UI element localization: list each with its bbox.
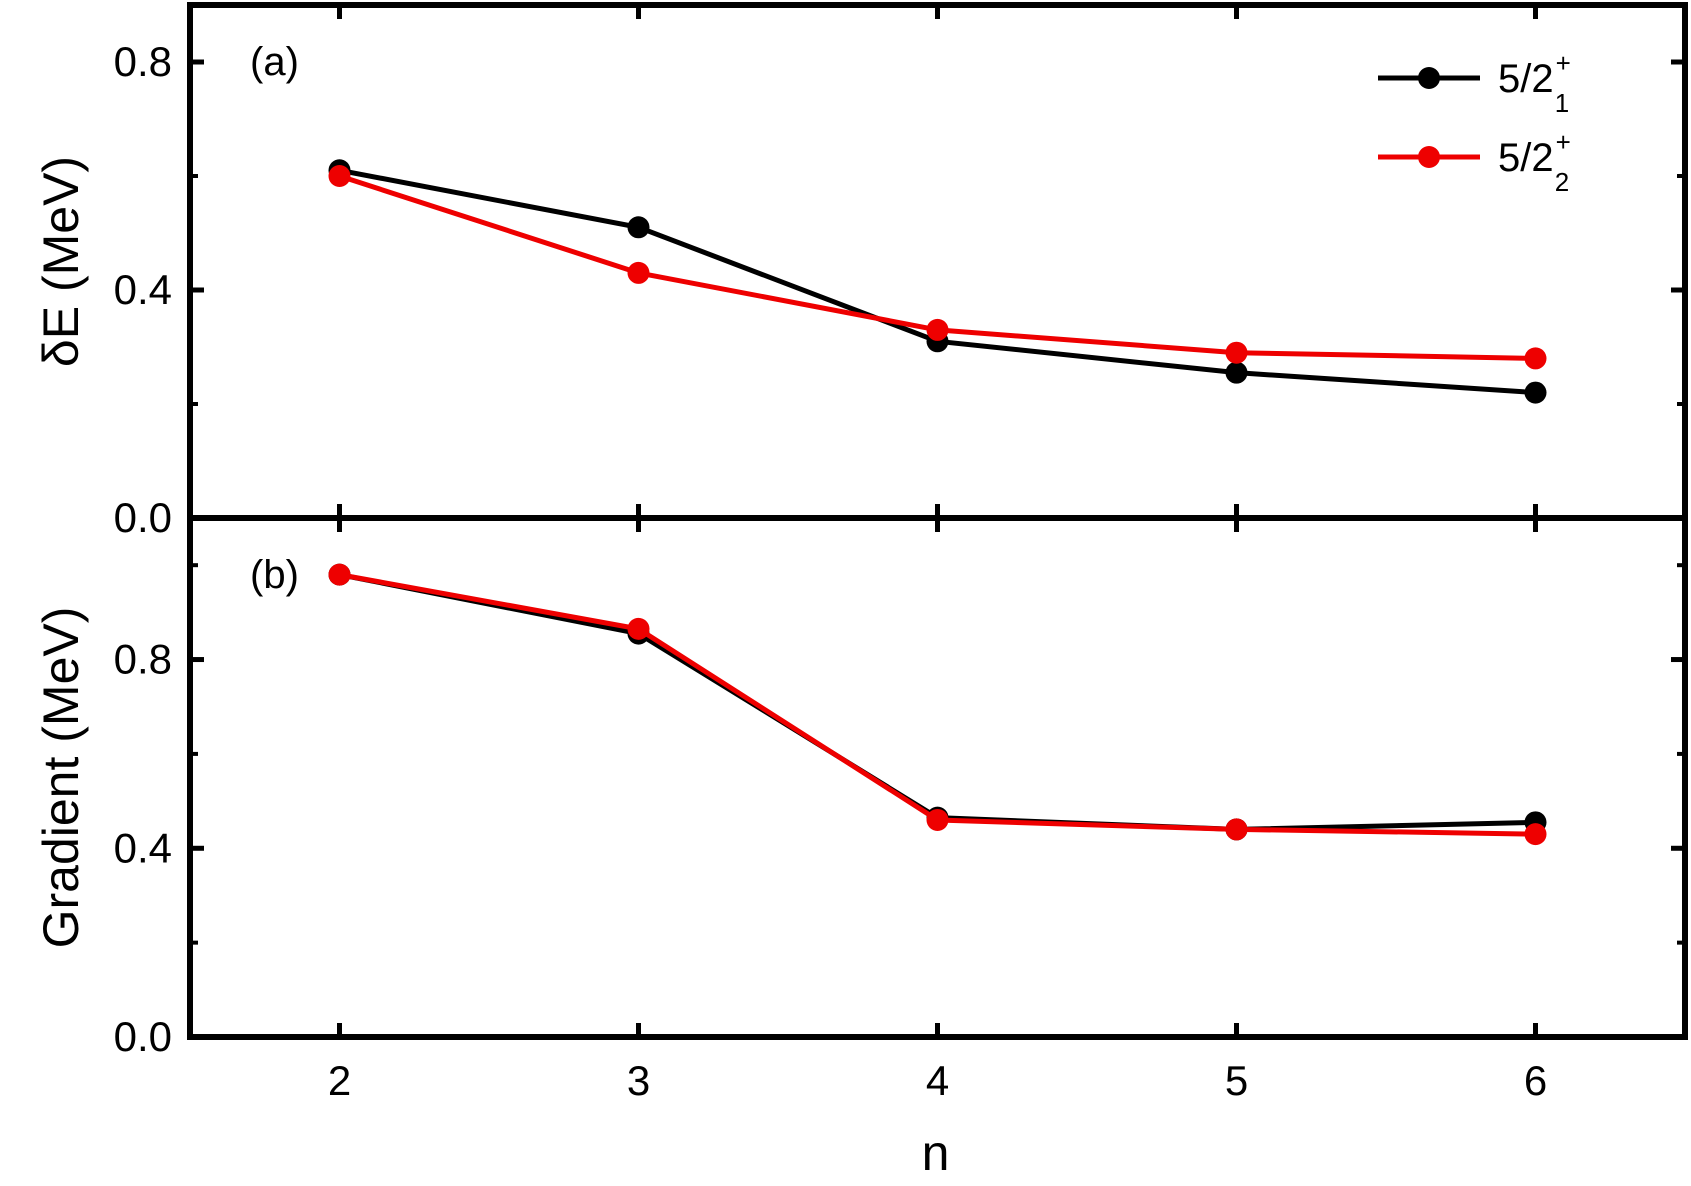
panel-label: (a) xyxy=(250,40,299,84)
y-axis-title: δE (MeV) xyxy=(33,156,89,367)
legend-name: 5/2 xyxy=(1498,136,1554,180)
y-tick-label: 0.4 xyxy=(114,824,172,871)
x-axis-title: n xyxy=(922,1125,950,1181)
y-tick-label: 0.8 xyxy=(114,636,172,683)
data-point-1 xyxy=(1524,381,1547,404)
legend-label-2: 5/2+ 2 xyxy=(1498,127,1571,197)
data-point-2 xyxy=(1524,823,1547,846)
x-tick-label: 3 xyxy=(627,1057,650,1104)
legend-sub: 2 xyxy=(1555,167,1569,197)
y-axis-title: Gradient (MeV) xyxy=(33,607,89,949)
data-point-2 xyxy=(926,318,949,341)
x-axis: 2 3 4 5 6 n xyxy=(328,1057,1547,1181)
legend-marker-2 xyxy=(1418,146,1440,168)
y-tick-label: 0.8 xyxy=(114,38,172,85)
panel-b: 0.0 0.4 0.8 Gradient (MeV) (b) xyxy=(33,515,1688,1060)
panel-a: 0.0 0.4 0.8 δE (MeV) (a) xyxy=(33,2,1688,541)
plot-frame xyxy=(187,515,1688,1040)
series-line-2 xyxy=(339,572,1536,837)
panel-label: (b) xyxy=(250,553,299,597)
data-point-2 xyxy=(1225,818,1248,841)
legend-name: 5/2 xyxy=(1498,57,1554,101)
data-point-2 xyxy=(627,617,650,640)
legend-marker-1 xyxy=(1418,67,1440,89)
legend-label-1: 5/2+ 1 xyxy=(1498,48,1571,118)
x-tick-label: 4 xyxy=(926,1057,949,1104)
data-point-2 xyxy=(1524,347,1547,370)
legend: 5/2+ 15/2+ 2 xyxy=(1378,48,1571,197)
x-tick-label: 6 xyxy=(1524,1057,1547,1104)
data-point-2 xyxy=(627,261,650,284)
data-point-2 xyxy=(1225,341,1248,364)
series-line-1 xyxy=(339,572,1536,832)
data-point-1 xyxy=(627,216,650,239)
data-point-1 xyxy=(1225,361,1248,384)
y-tick-label: 0.0 xyxy=(114,1013,172,1060)
series-line-1 xyxy=(339,167,1536,396)
plot-frame xyxy=(187,2,1688,521)
y-tick-label: 0.4 xyxy=(114,266,172,313)
x-tick-label: 5 xyxy=(1225,1057,1248,1104)
data-point-2 xyxy=(328,563,351,586)
data-point-2 xyxy=(328,165,351,187)
x-tick-label: 2 xyxy=(328,1057,351,1104)
legend-sup: + xyxy=(1556,48,1571,78)
y-tick-label: 0.0 xyxy=(114,494,172,541)
legend-sub: 1 xyxy=(1555,88,1569,118)
legend-sup: + xyxy=(1556,127,1571,157)
data-point-2 xyxy=(926,808,949,831)
